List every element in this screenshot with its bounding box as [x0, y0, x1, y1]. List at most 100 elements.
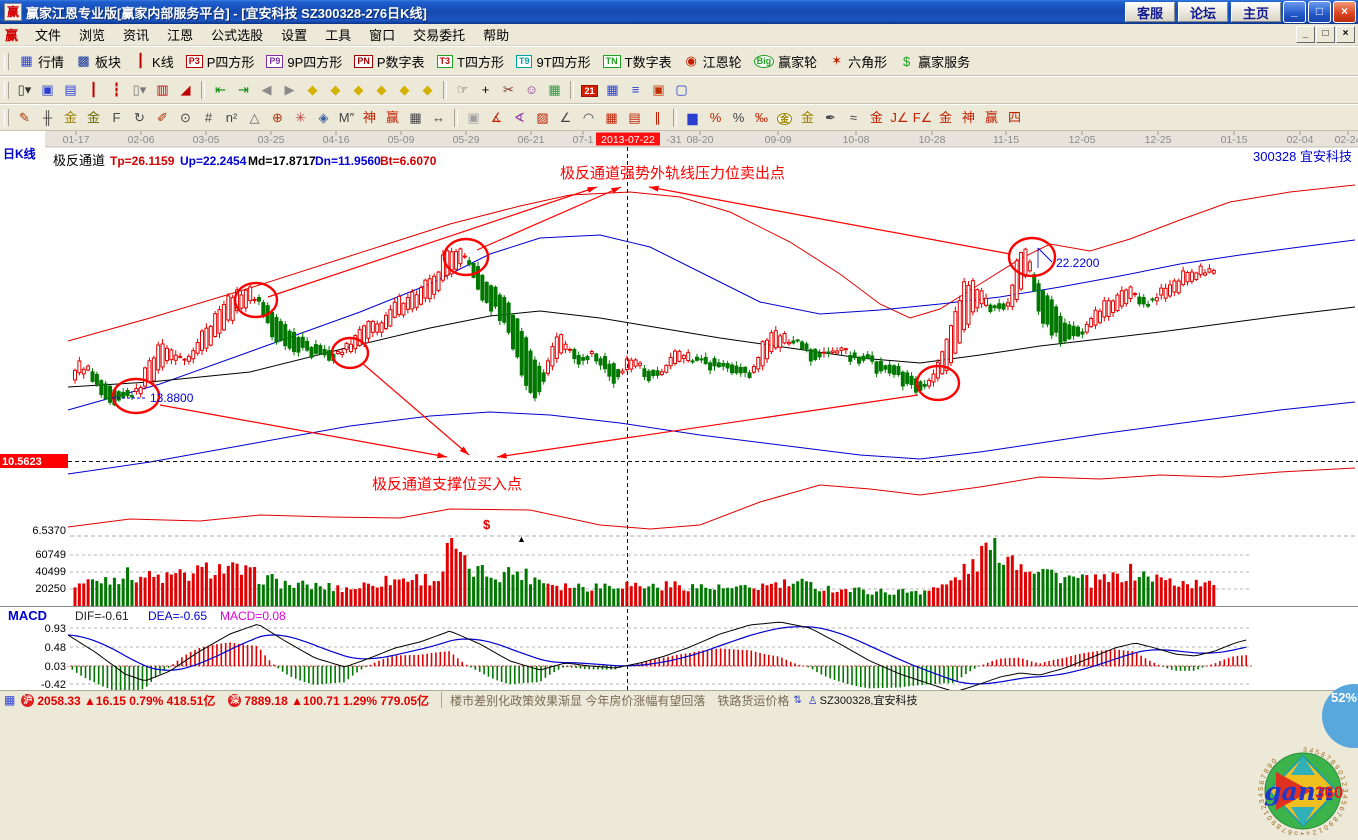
toolbar-sectors-button[interactable]: ▩板块	[70, 50, 127, 73]
toolbar-hexagon-button[interactable]: ✶六角形	[823, 50, 893, 73]
width-measure-icon[interactable]: ↔	[428, 108, 449, 128]
price-grid-icon[interactable]: #	[198, 108, 219, 128]
zoom-vertical-icon[interactable]: ◆	[394, 80, 415, 100]
stats-chart-icon[interactable]: ▆	[682, 108, 703, 128]
menu-item-2[interactable]: 资讯	[114, 24, 158, 45]
gold-grid-a-icon[interactable]: 金	[60, 108, 81, 128]
mark-face-icon[interactable]: ☺	[521, 80, 542, 100]
forum-button[interactable]: 论坛	[1178, 2, 1228, 22]
prev-page-icon[interactable]: ◀	[256, 80, 277, 100]
fan-grid-icon[interactable]: ▨	[532, 108, 553, 128]
ruler-icon[interactable]: ▦	[405, 108, 426, 128]
kline-3-icon[interactable]: ┃	[83, 80, 104, 100]
fan-lines-icon[interactable]: ∡	[486, 108, 507, 128]
draw-pen-icon[interactable]: ✎	[14, 108, 35, 128]
grid-red-b-icon[interactable]: ▤	[624, 108, 645, 128]
homepage-button[interactable]: 主页	[1231, 2, 1281, 22]
next-page-icon[interactable]: ▶	[279, 80, 300, 100]
ink-pen-icon[interactable]: ✒	[820, 108, 841, 128]
toolbar-gann-wheel-button[interactable]: ◉江恩轮	[678, 50, 748, 73]
menu-item-5[interactable]: 设置	[272, 24, 316, 45]
menu-item-6[interactable]: 工具	[316, 24, 360, 45]
square-n2-icon[interactable]: n²	[221, 108, 242, 128]
percent-line-icon[interactable]: %	[705, 108, 726, 128]
menu-item-0[interactable]: 文件	[26, 24, 70, 45]
toolbar-winner-service-button[interactable]: $赢家服务	[893, 50, 976, 73]
zoom-expand-icon[interactable]: ◆	[348, 80, 369, 100]
workstation-icon[interactable]: ▢	[671, 80, 692, 100]
gann-web-icon[interactable]: ✳	[290, 108, 311, 128]
win-tool-icon[interactable]: 赢	[382, 108, 403, 128]
arc-tool-icon[interactable]: ◠	[578, 108, 599, 128]
angle-four-icon[interactable]: 四∠	[1004, 108, 1025, 128]
window-box-icon[interactable]: ▣	[463, 108, 484, 128]
gann-compass-icon[interactable]: ⊙	[175, 108, 196, 128]
gold-mark-icon[interactable]: 金	[866, 108, 887, 128]
mdi-close-button[interactable]: ×	[1336, 26, 1355, 43]
cut-icon[interactable]: ✂	[498, 80, 519, 100]
save-icon[interactable]: ▣	[648, 80, 669, 100]
shen-tool-icon[interactable]: 神	[359, 108, 380, 128]
gold-circle-icon[interactable]: 金	[774, 108, 795, 128]
kline-9-icon[interactable]: ┇	[106, 80, 127, 100]
angle-j-icon[interactable]: J∠	[889, 108, 910, 128]
minimize-button[interactable]: _	[1283, 1, 1306, 23]
toolbar-quotes-button[interactable]: ▦行情	[13, 50, 70, 73]
parallel-lines-icon[interactable]: ∥	[647, 108, 668, 128]
pyramid-icon[interactable]: △	[244, 108, 265, 128]
mdi-restore-button[interactable]: □	[1316, 26, 1335, 43]
pattern-select-icon[interactable]: ▦	[544, 80, 565, 100]
percent-icon[interactable]: %	[728, 108, 749, 128]
memo-icon[interactable]: ≡	[625, 80, 646, 100]
market-grid-icon[interactable]: ▦	[4, 693, 15, 707]
gold-line-icon[interactable]: 金	[797, 108, 818, 128]
menu-item-9[interactable]: 帮助	[474, 24, 518, 45]
first-page-icon[interactable]: ⇤	[210, 80, 231, 100]
kline-style-icon[interactable]: ▯▾	[129, 80, 150, 100]
menu-item-8[interactable]: 交易委托	[404, 24, 474, 45]
shenzhen-index[interactable]: 7889.18 ▲100.71 1.29% 779.05亿	[244, 692, 429, 709]
angle-shen-icon[interactable]: 神∠	[958, 108, 979, 128]
service-button[interactable]: 客服	[1125, 2, 1175, 22]
angle-win-icon[interactable]: 赢∠	[981, 108, 1002, 128]
calculator-icon[interactable]: ▦	[602, 80, 623, 100]
pattern-red-icon[interactable]: ▥	[152, 80, 173, 100]
gann-grid-icon[interactable]: ╫	[37, 108, 58, 128]
square-web-icon[interactable]: ◈	[313, 108, 334, 128]
macd-title[interactable]: MACD	[8, 608, 47, 623]
zoom-left-icon[interactable]: ◆	[302, 80, 323, 100]
last-page-icon[interactable]: ⇥	[233, 80, 254, 100]
zoom-right-icon[interactable]: ◆	[325, 80, 346, 100]
restore-button[interactable]: □	[1308, 1, 1331, 23]
chart-pattern-icon[interactable]: ▣	[37, 80, 58, 100]
circle-cross-icon[interactable]: ⊕	[267, 108, 288, 128]
angle-pen-icon[interactable]: ✐	[152, 108, 173, 128]
zoom-all-icon[interactable]: ◆	[417, 80, 438, 100]
wave-tool-icon[interactable]: ≈	[843, 108, 864, 128]
percent-levels-icon[interactable]: ‰	[751, 108, 772, 128]
fan-purple-icon[interactable]: ∢	[509, 108, 530, 128]
info-list-icon[interactable]: ▤	[60, 80, 81, 100]
angle-line-icon[interactable]: ∠	[555, 108, 576, 128]
angle-f-icon[interactable]: F∠	[912, 108, 933, 128]
shanghai-index[interactable]: 2058.33 ▲16.15 0.79% 418.51亿	[37, 692, 215, 709]
close-button[interactable]: ×	[1333, 1, 1356, 23]
drag-hand-icon[interactable]: ☞	[452, 80, 473, 100]
menu-item-7[interactable]: 窗口	[360, 24, 404, 45]
menu-item-4[interactable]: 公式选股	[202, 24, 272, 45]
grid-red-a-icon[interactable]: ▦	[601, 108, 622, 128]
calendar-icon[interactable]: 21	[579, 80, 600, 100]
volume-flag-icon[interactable]: ◢	[175, 80, 196, 100]
zoom-compress-icon[interactable]: ◆	[371, 80, 392, 100]
period-label[interactable]: 日K线	[3, 146, 36, 161]
period-dropdown-icon[interactable]: ▯▾	[14, 80, 35, 100]
fib-grid-icon[interactable]: F	[106, 108, 127, 128]
